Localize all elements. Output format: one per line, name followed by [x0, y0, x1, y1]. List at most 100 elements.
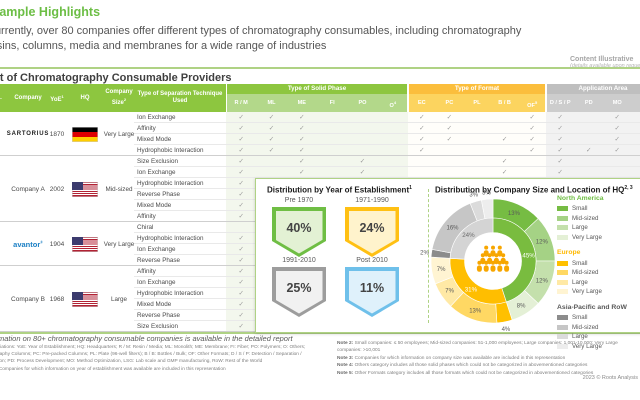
company-name: Company A	[11, 185, 45, 193]
company-info: Company A 2002 Mid-sized	[0, 156, 134, 222]
check-icon: ✓	[529, 125, 535, 132]
badge-period-label: Post 2010	[356, 257, 388, 264]
technique-label: Hydrophobic Interaction	[137, 235, 204, 242]
sub-column-label: OF5	[527, 100, 538, 109]
check-icon: ✓	[614, 125, 620, 132]
donut-title-sup: 2, 3	[624, 185, 633, 191]
group-header-bg	[408, 84, 546, 94]
check-icon: ✓	[557, 169, 563, 176]
company-size-cell: Large	[110, 295, 128, 303]
technique-label: Ion Exchange	[137, 279, 176, 286]
content-illustrative-note: Content Illustrative (details available …	[570, 56, 640, 69]
check-icon: ✓	[557, 136, 563, 143]
section-title: List of Chromatography Consumable Provid…	[0, 72, 232, 84]
sub-column-header-mo: MO	[603, 94, 632, 112]
legend-color-chip	[557, 235, 568, 241]
sub-column-header-of: OF5	[518, 94, 546, 115]
sub-column-label: MO	[612, 100, 622, 106]
donut-segment-label: 12%	[536, 278, 549, 284]
legend-item-label: Small	[572, 259, 588, 267]
technique-label: Mixed Mode	[137, 202, 172, 209]
table-row: Mixed Mode ✓ ✓ ✓ ✓ ✓ ✓ ✓ ✓ ✓ ✓	[0, 134, 640, 145]
donut-segment-label: 12%	[536, 240, 549, 246]
donut-segment-label: 7%	[445, 289, 454, 295]
column-header-company: Company	[7, 84, 49, 112]
person-head	[477, 260, 482, 265]
check-icon: ✓	[359, 169, 366, 176]
legend-item-label: Small	[572, 314, 588, 322]
check-icon: ✓	[299, 136, 305, 143]
check-icon: ✓	[238, 114, 244, 121]
donut-segment-label: 13%	[469, 308, 482, 314]
check-icon: ✓	[238, 191, 244, 198]
legend-item-label: Large	[572, 224, 588, 232]
footnote-note1: Note 1: Companies for which information …	[0, 367, 226, 372]
technique-label: Ion Exchange	[137, 169, 176, 176]
distribution-panel: Distribution by Year of Establishment1 P…	[255, 178, 640, 350]
legend-item: Small	[557, 313, 640, 323]
company-size-cell: Very Large	[103, 240, 135, 248]
column-header-yoe: YoE1	[47, 84, 67, 112]
yoe-cell: 2002	[49, 185, 65, 193]
donut-segment-label: 7%	[437, 267, 446, 273]
technique-label: Size Exclusion	[137, 323, 178, 330]
sub-column-label: PO	[358, 100, 367, 106]
check-icon: ✓	[238, 312, 244, 319]
sub-column-header-ml: ML	[256, 94, 286, 112]
legend-item-label: Large	[572, 278, 588, 286]
company-info: avantor® 1904 Very Large	[0, 222, 134, 266]
person-head	[491, 245, 495, 250]
technique-label: Ion Exchange	[137, 246, 176, 253]
check-icon: ✓	[501, 169, 508, 176]
person-body	[500, 257, 506, 265]
check-icon: ✓	[299, 147, 305, 154]
person-body	[483, 265, 489, 272]
badge-period-label: Pre 1970	[284, 197, 314, 204]
person-body	[490, 250, 496, 257]
person-head	[484, 260, 489, 265]
person-body	[490, 265, 496, 272]
person-head	[480, 253, 485, 258]
sub-header-bg	[546, 94, 640, 112]
table-row: Hydrophobic Interaction✓✓✓✓✓✓✓✓✓	[0, 145, 640, 156]
legend-color-chip	[557, 289, 568, 295]
company-group-separator	[0, 155, 640, 156]
donut-segment-label: 24%	[462, 232, 475, 239]
panel-divider	[428, 189, 429, 323]
sub-column-label: FI	[329, 100, 335, 106]
check-icon: ✓	[238, 202, 244, 209]
legend-group-title: North America	[557, 195, 604, 202]
yoe-cell: 1968	[49, 295, 65, 303]
legend-color-chip	[557, 324, 568, 330]
check-icon: ✓	[446, 136, 453, 143]
donut-segment-label: 8%	[517, 303, 526, 309]
group-header-label: Type of Solid Phase	[287, 85, 347, 92]
company-name-cell: Company B	[0, 266, 56, 332]
legend-group-europe: Europe Small Mid-sized Large Very Large	[557, 249, 640, 296]
person-head	[487, 253, 492, 258]
group-header-bg	[546, 84, 640, 94]
donut-segment-label: 3%	[469, 193, 478, 199]
legend-item-label: Mid-sized	[572, 269, 599, 277]
legend-item-label: Very Large	[572, 342, 602, 350]
legend-color-chip	[557, 279, 568, 285]
technique-label: Ion Exchange	[137, 114, 176, 121]
person-body	[480, 257, 486, 265]
check-icon: ✓	[557, 125, 563, 132]
legend-item: Large	[557, 332, 640, 342]
row-separator	[134, 122, 640, 123]
sub-column-sup: 4	[393, 100, 397, 105]
content-illustrative-label: Content Illustrative	[570, 56, 634, 63]
sub-column-header-b-b: B / B	[491, 94, 519, 112]
sub-column-header-pd: PD	[575, 94, 604, 112]
company-size-cell: Very Large	[103, 130, 135, 138]
check-icon: ✓	[238, 158, 244, 165]
column-header-no-: No.	[0, 84, 8, 112]
sub-column-label: PL	[473, 100, 481, 106]
check-icon: ✓	[557, 147, 563, 154]
note-line: Note 4: Others category includes all tho…	[337, 363, 588, 368]
person-body	[497, 265, 503, 272]
column-header-label: Company Size2	[105, 89, 133, 106]
group-header-label: Application Area	[578, 85, 628, 92]
